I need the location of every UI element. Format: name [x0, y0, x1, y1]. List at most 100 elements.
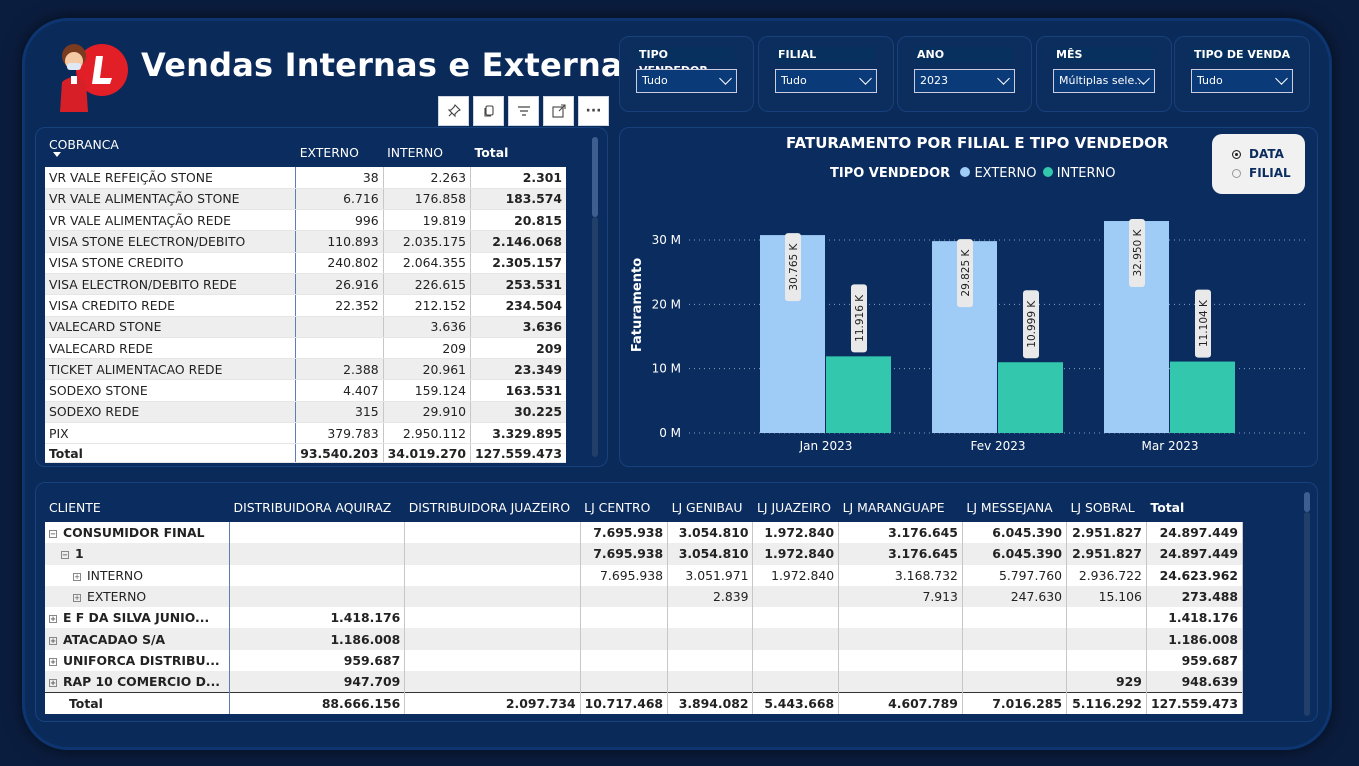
table-row[interactable]: SODEXO REDE 315 29.910 30.225 — [45, 401, 566, 424]
table-row[interactable]: PIX 379.783 2.950.112 3.329.895 — [45, 422, 566, 445]
expand-icon[interactable]: + — [49, 678, 57, 687]
matrix-row[interactable]: + EXTERNO 2.839 7.913 247.630 15.106 273.488 — [45, 585, 1244, 608]
expand-icon[interactable]: + — [73, 594, 81, 603]
dropdown-value: Tudo — [781, 74, 807, 87]
data-label: 10.999 K — [1026, 300, 1038, 348]
bar-interno — [1170, 361, 1235, 433]
value-cell: 2.936.722 — [1066, 564, 1147, 586]
pin-icon[interactable] — [438, 96, 469, 126]
table-row[interactable]: VR VALE ALIMENTAÇÃO REDE 996 19.819 20.815 — [45, 209, 566, 232]
value-cell: 379.783 — [295, 422, 384, 445]
value-cell: 240.802 — [295, 252, 384, 274]
cobranca-scrollbar[interactable] — [592, 137, 598, 217]
column-header[interactable]: LJ JUAZEIRO — [752, 492, 839, 522]
table-row[interactable]: VALECARD REDE 209 209 — [45, 337, 566, 360]
column-header-total[interactable]: Total — [470, 137, 566, 167]
value-cell: 3.329.895 — [470, 422, 566, 445]
value-cell: 1.418.176 — [1146, 607, 1244, 629]
table-row[interactable]: VR VALE ALIMENTAÇÃO STONE 6.716 176.858 183… — [45, 188, 566, 211]
value-cell: 1.972.840 — [752, 543, 840, 565]
matrix-row[interactable]: + E F DA SILVA JUNIO... 1.418.176 1.418.176 — [45, 607, 1244, 629]
column-header-interno[interactable]: INTERNO — [383, 137, 471, 167]
tipo-de-venda-dropdown[interactable]: Tudo — [1191, 69, 1293, 93]
x-tick-label: Mar 2023 — [1142, 439, 1199, 453]
value-cell — [404, 671, 581, 693]
value-cell: 3.636 — [470, 316, 566, 338]
value-cell: 7.695.938 — [580, 564, 669, 586]
value-cell — [229, 564, 406, 586]
table-row[interactable]: VALECARD STONE 3.636 3.636 — [45, 316, 566, 338]
total-cell: 4.607.789 — [838, 691, 963, 715]
column-header[interactable]: LJ SOBRAL — [1066, 492, 1147, 522]
filter-icon[interactable] — [508, 96, 539, 126]
column-header[interactable]: DISTRIBUIDORA JUAZEIRO — [404, 492, 581, 522]
expand-icon[interactable]: + — [49, 657, 57, 666]
tipo-vendedor-dropdown[interactable]: Tudo — [636, 69, 737, 93]
table-row[interactable]: VISA CREDITO REDE 22.352 212.152 234.504 — [45, 294, 566, 317]
radio-option-data[interactable]: DATA — [1232, 147, 1284, 161]
collapse-icon[interactable]: − — [61, 551, 69, 560]
chevron-down-icon — [719, 72, 732, 85]
ano-dropdown[interactable]: 2023 — [914, 69, 1015, 93]
table-row[interactable]: TICKET ALIMENTACAO REDE 2.388 20.961 23.349 — [45, 358, 566, 381]
cobranca-scrollbar-track — [592, 217, 598, 457]
cliente-matrix: CLIENTE DISTRIBUIDORA AQUIRAZ DISTRIBUIDOR… — [45, 492, 1244, 715]
value-cell: 24.897.449 — [1146, 522, 1244, 544]
value-cell: 3.176.645 — [838, 522, 963, 544]
mes-dropdown[interactable]: Múltiplas sele... — [1053, 69, 1155, 93]
matrix-row[interactable]: − CONSUMIDOR FINAL 7.695.938 3.054.810 1.972… — [45, 522, 1244, 544]
cliente-scrollbar[interactable] — [1304, 492, 1310, 512]
total-cell: Total — [45, 691, 231, 715]
value-cell: 20.815 — [470, 209, 566, 232]
legend-label-externo[interactable]: EXTERNO — [974, 166, 1037, 181]
matrix-row[interactable]: + INTERNO 7.695.938 3.051.971 1.972.840 3.168… — [45, 564, 1244, 586]
value-cell: 26.916 — [295, 273, 384, 296]
value-cell — [404, 585, 581, 608]
value-cell: 1.972.840 — [752, 522, 840, 544]
legend-label-interno[interactable]: INTERNO — [1056, 166, 1116, 181]
column-header-externo[interactable]: EXTERNO — [295, 137, 384, 167]
table-row[interactable]: VISA ELECTRON/DEBITO REDE 26.916 226.615 25… — [45, 273, 566, 296]
column-header[interactable]: LJ GENIBAU — [667, 492, 753, 522]
cliente-cell: + ATACADAO S/A — [45, 628, 231, 650]
column-header[interactable]: LJ CENTRO — [580, 492, 668, 522]
column-header[interactable]: Total — [1146, 492, 1243, 522]
cliente-label: ATACADAO S/A — [63, 631, 166, 647]
more-options-icon[interactable]: ··· — [578, 96, 609, 126]
y-tick-label: 10 M — [652, 362, 681, 376]
matrix-row[interactable]: + RAP 10 COMERCIO D... 947.709 929 948.639 — [45, 671, 1244, 693]
value-cell: 209 — [470, 337, 566, 360]
expand-icon[interactable]: + — [73, 572, 81, 581]
column-header-cobranca[interactable]: COBRANCA — [45, 137, 296, 167]
value-cell: 959.687 — [229, 649, 406, 672]
table-row[interactable]: VISA STONE ELECTRON/DEBITO 110.893 2.035.1… — [45, 230, 566, 253]
matrix-row[interactable]: −1 7.695.938 3.054.810 1.972.840 3.176.645 6.… — [45, 543, 1244, 565]
data-label-bg — [1195, 289, 1211, 358]
matrix-row[interactable]: + UNIFORCA DISTRIBU... 959.687 959.687 — [45, 649, 1244, 672]
value-cell: 159.124 — [383, 379, 471, 402]
expand-icon[interactable]: + — [49, 615, 57, 624]
value-cell: 30.225 — [470, 401, 566, 424]
copy-icon[interactable] — [473, 96, 504, 126]
collapse-icon[interactable]: − — [49, 530, 57, 539]
matrix-row[interactable]: + ATACADAO S/A 1.186.008 1.186.008 — [45, 628, 1244, 650]
dropdown-value: Tudo — [642, 74, 668, 87]
column-header[interactable]: LJ MARANGUAPE — [838, 492, 963, 522]
radio-option-filial[interactable]: FILIAL — [1232, 166, 1291, 180]
column-header[interactable]: CLIENTE — [45, 492, 230, 522]
chevron-down-icon — [859, 72, 872, 85]
column-header[interactable]: DISTRIBUIDORA AQUIRAZ — [229, 492, 405, 522]
data-label: 11.104 K — [1198, 299, 1210, 347]
value-cell: 3.176.645 — [838, 543, 963, 565]
value-cell — [580, 649, 669, 672]
value-cell — [229, 522, 406, 544]
filial-dropdown[interactable]: Tudo — [775, 69, 877, 93]
table-row[interactable]: SODEXO STONE 4.407 159.124 163.531 — [45, 379, 566, 402]
column-header[interactable]: LJ MESSEJANA — [962, 492, 1067, 522]
table-row[interactable]: VISA STONE CREDITO 240.802 2.064.355 2.305.… — [45, 252, 566, 274]
value-cell: 3.051.971 — [667, 564, 754, 586]
focus-mode-icon[interactable] — [543, 96, 574, 126]
table-row[interactable]: VR VALE REFEIÇÃO STONE 38 2.263 2.301 — [45, 167, 566, 189]
expand-icon[interactable]: + — [49, 636, 57, 645]
value-cell — [962, 607, 1068, 629]
